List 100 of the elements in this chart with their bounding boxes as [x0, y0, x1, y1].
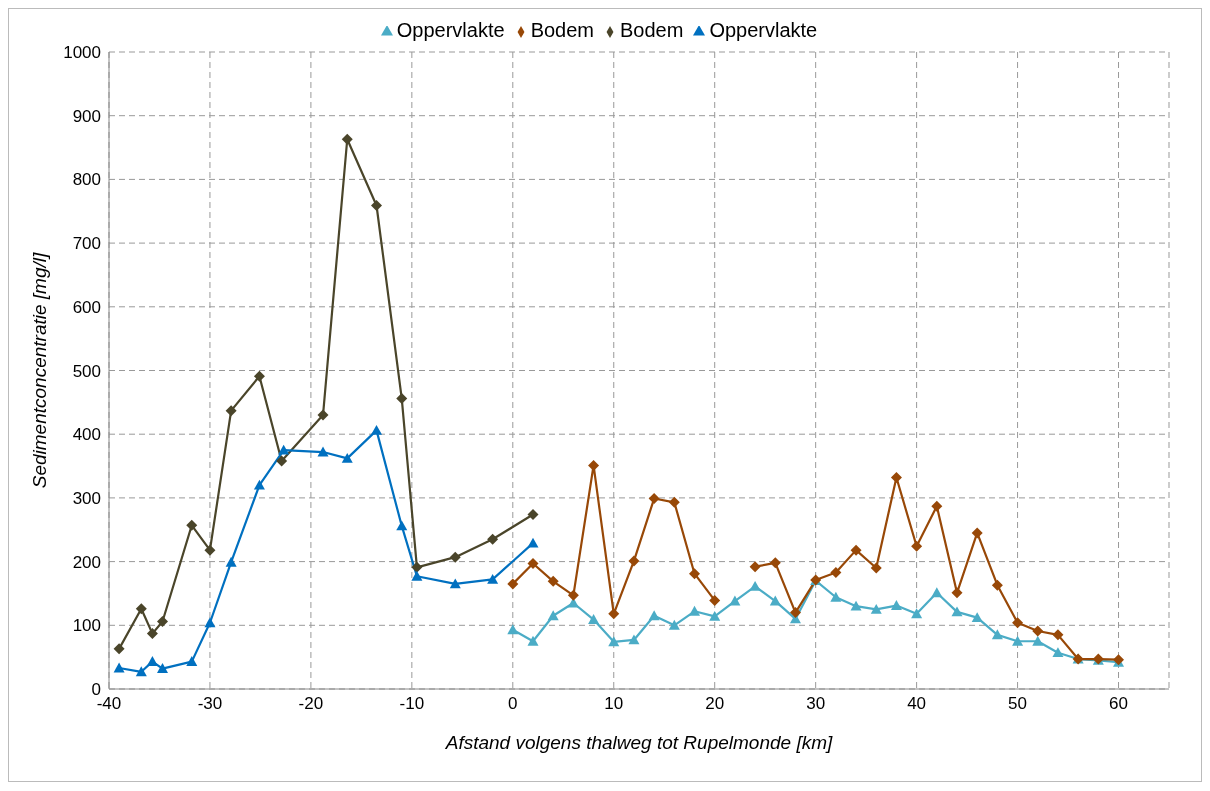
point: [278, 444, 290, 455]
point: [991, 629, 1003, 640]
point: [113, 662, 125, 673]
point: [527, 558, 539, 570]
point: [789, 607, 801, 619]
legend-label: Oppervlakte: [709, 19, 818, 41]
y-tick-label: 600: [72, 297, 101, 317]
point: [276, 455, 288, 467]
point: [850, 544, 862, 556]
point: [507, 624, 519, 635]
x-axis-title: Afstand volgens thalweg tot Rupelmonde [km]: [444, 732, 833, 753]
point: [588, 459, 600, 471]
point: [931, 500, 943, 512]
point: [186, 656, 198, 667]
legend-label: Bodem: [620, 19, 684, 41]
y-tick-label: 100: [72, 616, 101, 636]
point: [396, 393, 408, 405]
legend-label: Oppervlakte: [396, 19, 505, 41]
point: [628, 555, 640, 567]
point: [253, 370, 265, 382]
point: [341, 452, 353, 463]
point: [951, 587, 963, 599]
point: [608, 636, 620, 647]
point: [527, 537, 539, 548]
point: [911, 540, 923, 552]
point: [971, 527, 983, 539]
point: [870, 562, 882, 574]
point: [668, 496, 680, 508]
point: [931, 587, 943, 598]
point: [371, 200, 383, 212]
point: [1032, 635, 1044, 646]
point: [769, 557, 781, 569]
y-tick-label: 200: [72, 552, 101, 572]
point: [951, 606, 963, 617]
point: [971, 612, 983, 623]
point: [157, 615, 168, 627]
y-tick-label: 400: [72, 425, 101, 445]
point: [225, 556, 237, 567]
point: [991, 579, 1003, 591]
point: [186, 519, 198, 531]
point: [769, 595, 781, 606]
point: [487, 573, 499, 584]
point: [135, 666, 147, 677]
point: [608, 608, 620, 620]
point: [911, 608, 923, 619]
x-tick-label: -20: [298, 694, 324, 714]
point: [507, 578, 519, 590]
y-tick-label: 800: [72, 170, 101, 190]
point: [729, 595, 741, 606]
point: [890, 472, 902, 484]
y-tick-label: 500: [72, 361, 101, 381]
point: [225, 405, 237, 417]
x-tick-label: -30: [197, 694, 223, 714]
y-tick-label: 900: [72, 106, 101, 126]
point: [709, 610, 721, 621]
y-tick-label: 700: [72, 234, 101, 254]
legend-label: Bodem: [530, 19, 594, 41]
point: [1052, 629, 1064, 641]
point: [588, 614, 600, 624]
point: [870, 603, 882, 614]
point: [830, 591, 842, 602]
point: [135, 603, 147, 615]
x-tick-label: 20: [705, 694, 725, 714]
point: [157, 663, 168, 674]
point: [1052, 647, 1064, 658]
point: [341, 133, 353, 145]
point: [890, 600, 902, 610]
point: [850, 600, 862, 611]
point: [527, 508, 539, 520]
point: [411, 561, 423, 573]
point: [1012, 635, 1024, 646]
x-tick-label: 30: [806, 694, 826, 714]
point: [1012, 617, 1024, 629]
point: [689, 605, 701, 616]
x-tick-label: 0: [508, 694, 518, 714]
point: [204, 617, 216, 628]
point: [204, 544, 216, 556]
point: [1032, 625, 1044, 637]
x-tick-label: 50: [1008, 694, 1028, 714]
point: [487, 533, 499, 545]
point: [668, 619, 680, 630]
point: [749, 561, 761, 573]
x-tick-label: 10: [604, 694, 624, 714]
point: [146, 628, 158, 640]
point: [317, 446, 329, 457]
point: [371, 424, 383, 435]
point: [317, 409, 329, 421]
point: [648, 610, 660, 621]
y-axis-title: Sedimentconcentratie [mg/l]: [28, 252, 50, 489]
x-tick-label: 40: [907, 694, 927, 714]
point: [567, 589, 579, 601]
y-tick-label: 300: [72, 488, 101, 508]
x-tick-label: 60: [1109, 694, 1128, 714]
point: [449, 578, 461, 589]
point: [449, 551, 461, 563]
point: [709, 594, 721, 606]
point: [146, 656, 158, 667]
point: [830, 566, 842, 578]
point: [396, 520, 408, 531]
x-tick-label: -10: [399, 694, 425, 714]
